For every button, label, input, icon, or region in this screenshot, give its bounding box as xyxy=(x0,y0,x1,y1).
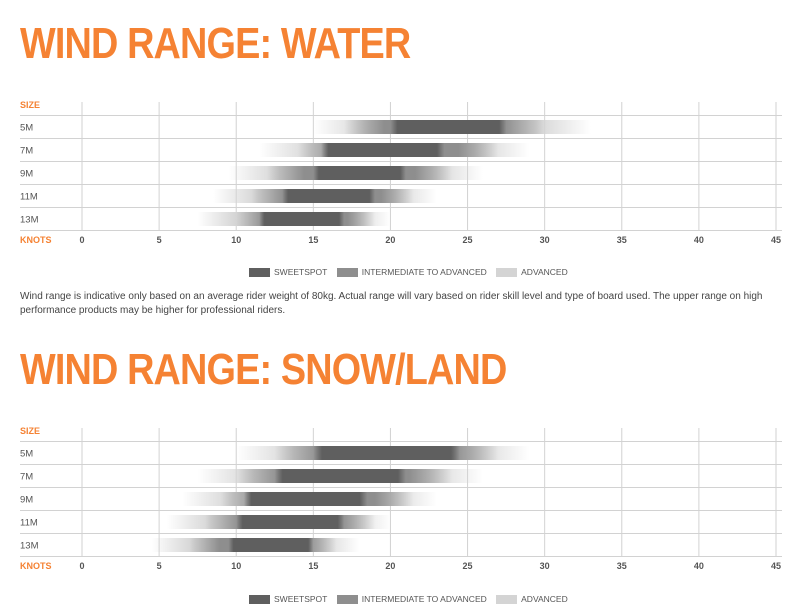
x-tick-label: 10 xyxy=(231,235,241,245)
chart-title-water: WIND RANGE: WATER xyxy=(20,19,411,68)
x-tick-label: 5 xyxy=(157,561,162,571)
legend-swatch-advanced xyxy=(496,267,518,277)
wind-range-chart-snow-land: SIZE 5M 7M 9M 11M 13M KNOTS 0 5 10 15 20 25 30 35 40 45 xyxy=(20,426,782,571)
bar-sweetspot-11m xyxy=(282,189,376,203)
category-label: 5M xyxy=(20,123,33,134)
category-label: 7M xyxy=(20,146,33,157)
x-tick-label: 15 xyxy=(308,235,318,245)
x-tick-label: 35 xyxy=(617,235,627,245)
legend-label-intermediate: INTERMEDIATE TO ADVANCED xyxy=(361,594,487,604)
x-tick-label: 25 xyxy=(463,235,473,245)
wind-range-chart-water: SIZE 5M 7M 9M 11M 13M KNOTS 0 5 10 15 20 25 30 35 40 45 xyxy=(20,100,782,245)
bar-sweetspot-13m xyxy=(259,212,345,226)
legend-swatch-intermediate xyxy=(336,267,358,277)
x-tick-label: 20 xyxy=(385,235,395,245)
category-label: 13M xyxy=(20,541,39,552)
legend-swatch-sweetspot xyxy=(249,594,270,604)
x-tick-label: 45 xyxy=(771,561,781,571)
legend-item-intermediate: INTERMEDIATE TO ADVANCED xyxy=(336,594,487,604)
x-tick-label: 35 xyxy=(617,561,627,571)
bar-sweetspot-7m xyxy=(274,469,406,483)
legend-label-sweetspot: SWEETSPOT xyxy=(274,267,328,277)
category-label: 9M xyxy=(20,169,33,180)
bar-sweetspot-13m xyxy=(228,538,314,552)
legend-label-intermediate: INTERMEDIATE TO ADVANCED xyxy=(361,267,487,277)
legend-label-sweetspot: SWEETSPOT xyxy=(274,594,328,604)
category-label: 9M xyxy=(20,495,33,506)
x-tick-label: 20 xyxy=(385,561,395,571)
legend-snow-land: SWEETSPOT INTERMEDIATE TO ADVANCED ADVAN… xyxy=(249,594,575,606)
bar-sweetspot-5m xyxy=(390,120,507,134)
category-label: 13M xyxy=(20,215,39,226)
x-tick-label: 10 xyxy=(231,561,241,571)
x-tick-label: 30 xyxy=(540,235,550,245)
legend-label-advanced: ADVANCED xyxy=(521,267,568,277)
bar-sweetspot-7m xyxy=(321,143,445,157)
legend-swatch-advanced xyxy=(496,594,518,604)
x-axis-label: KNOTS xyxy=(20,235,52,245)
x-tick-label: 40 xyxy=(694,561,704,571)
category-label: 7M xyxy=(20,472,33,483)
chart-title-snow-land: WIND RANGE: SNOW/LAND xyxy=(20,345,507,394)
legend-item-sweetspot: SWEETSPOT xyxy=(249,267,327,277)
category-label: 5M xyxy=(20,449,33,460)
x-tick-label: 0 xyxy=(79,561,84,571)
legend-swatch-sweetspot xyxy=(249,267,270,277)
x-tick-label: 25 xyxy=(463,561,473,571)
legend-label-advanced: ADVANCED xyxy=(521,594,568,604)
category-label: 11M xyxy=(20,518,38,529)
legend-item-advanced: ADVANCED xyxy=(496,267,568,277)
bar-sweetspot-5m xyxy=(313,446,460,460)
legend-item-intermediate: INTERMEDIATE TO ADVANCED xyxy=(336,267,487,277)
wind-range-disclaimer: Wind range is indicative only based on a… xyxy=(20,291,763,316)
legend-swatch-intermediate xyxy=(336,594,358,604)
x-tick-label: 0 xyxy=(79,235,84,245)
y-axis-label: SIZE xyxy=(20,426,40,436)
legend-item-advanced: ADVANCED xyxy=(496,594,568,604)
x-tick-label: 5 xyxy=(157,235,162,245)
x-tick-label: 30 xyxy=(540,561,550,571)
legend-water: SWEETSPOT INTERMEDIATE TO ADVANCED ADVAN… xyxy=(249,267,575,279)
legend-item-sweetspot: SWEETSPOT xyxy=(249,594,327,604)
x-tick-label: 45 xyxy=(771,235,781,245)
x-axis-label: KNOTS xyxy=(20,561,52,571)
category-label: 11M xyxy=(20,192,38,203)
x-tick-label: 15 xyxy=(308,561,318,571)
bar-sweetspot-9m xyxy=(313,166,406,180)
bar-sweetspot-11m xyxy=(236,515,345,529)
bar-sweetspot-9m xyxy=(243,492,368,506)
x-tick-label: 40 xyxy=(694,235,704,245)
y-axis-label: SIZE xyxy=(20,100,40,110)
